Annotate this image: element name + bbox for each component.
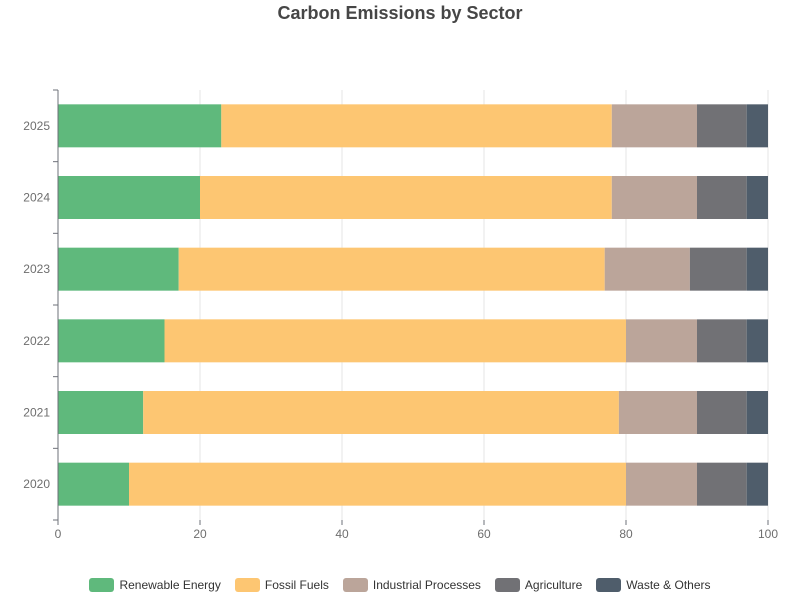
bar-segment[interactable] [746, 391, 768, 434]
bar-segment[interactable] [746, 176, 768, 219]
legend-item[interactable]: Renewable Energy [89, 578, 221, 592]
legend-label: Renewable Energy [119, 578, 221, 592]
bar-segment[interactable] [746, 319, 768, 363]
x-tick-label: 20 [193, 527, 207, 541]
x-tick-label: 40 [335, 527, 349, 541]
legend-label: Industrial Processes [372, 578, 481, 592]
legend-swatch [89, 578, 115, 592]
bar-segment[interactable] [58, 391, 144, 434]
bar-segment[interactable] [611, 104, 697, 148]
y-tick-label: 2022 [23, 334, 50, 348]
bar-segment[interactable] [697, 391, 747, 434]
bar-segment[interactable] [129, 462, 626, 506]
bar-segment[interactable] [58, 462, 129, 506]
bar-segment[interactable] [697, 319, 747, 363]
chart-legend: Renewable Energy Fossil Fuels Industrial P… [0, 578, 800, 592]
bar-segment[interactable] [58, 247, 179, 291]
legend-item[interactable]: Fossil Fuels [234, 578, 329, 592]
bar-segment[interactable] [200, 176, 612, 219]
bar-segment[interactable] [697, 462, 747, 506]
bar-segment[interactable] [58, 104, 222, 148]
bar-segment[interactable] [604, 247, 690, 291]
bar-segment[interactable] [746, 247, 768, 291]
bar-segment[interactable] [143, 391, 619, 434]
bar-segment[interactable] [611, 176, 697, 219]
x-tick-label: 80 [619, 527, 633, 541]
y-tick-label: 2023 [23, 262, 50, 276]
bar-segment[interactable] [626, 462, 697, 506]
legend-swatch [234, 578, 260, 592]
legend-label: Agriculture [524, 578, 583, 592]
bar-segment[interactable] [746, 462, 768, 506]
bar-segment[interactable] [221, 104, 612, 148]
legend-swatch [494, 578, 520, 592]
bar-segment[interactable] [689, 247, 747, 291]
y-tick-label: 2020 [23, 477, 50, 491]
x-tick-label: 0 [55, 527, 62, 541]
legend-item[interactable]: Waste & Others [596, 578, 711, 592]
bar-segment[interactable] [618, 391, 697, 434]
y-tick-label: 2021 [23, 406, 50, 420]
legend-item[interactable]: Agriculture [494, 578, 583, 592]
bar-segment[interactable] [626, 319, 697, 363]
x-tick-label: 60 [477, 527, 491, 541]
legend-item[interactable]: Industrial Processes [342, 578, 481, 592]
bar-segment[interactable] [58, 319, 165, 363]
x-tick-label: 100 [758, 527, 778, 541]
bar-segment[interactable] [178, 247, 605, 291]
bar-segment[interactable] [746, 104, 768, 148]
legend-swatch [342, 578, 368, 592]
legend-label: Waste & Others [626, 578, 711, 592]
bar-segment[interactable] [697, 176, 747, 219]
legend-swatch [596, 578, 622, 592]
y-tick-label: 2024 [23, 191, 50, 205]
bar-segment[interactable] [58, 176, 200, 219]
chart-title: Carbon Emissions by Sector [277, 3, 523, 23]
legend-label: Fossil Fuels [264, 578, 329, 592]
bar-segment[interactable] [697, 104, 747, 148]
bar-segment[interactable] [164, 319, 627, 363]
y-tick-label: 2025 [23, 119, 50, 133]
